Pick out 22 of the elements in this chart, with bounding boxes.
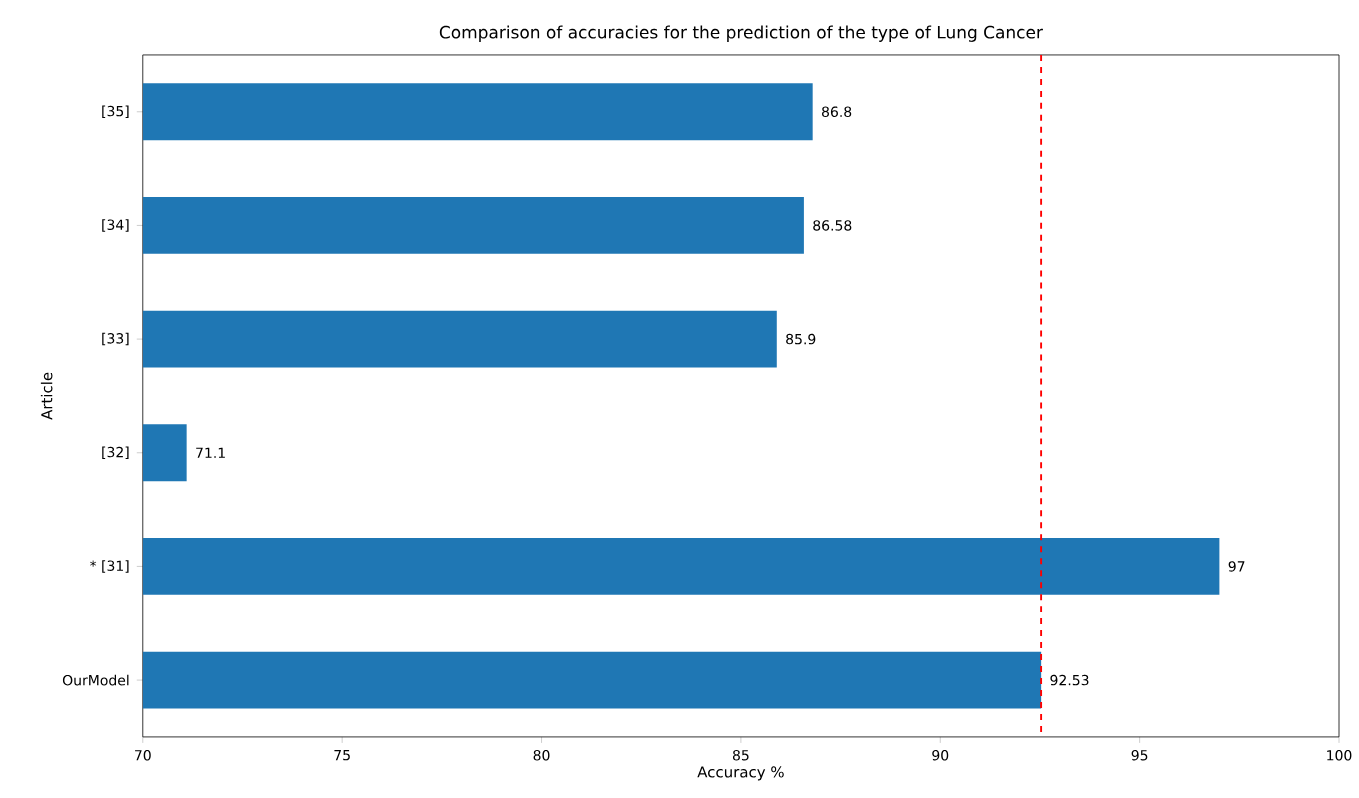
y-tick-label: [33] (102, 332, 129, 346)
data-label: 86.8 (822, 106, 852, 118)
x-axis-title: Accuracy % (697, 766, 784, 781)
y-tick-label: OurModel (62, 674, 129, 686)
y-tick-label: [32] (102, 446, 129, 460)
x-tick-label: 90 (932, 750, 949, 761)
y-axis-title: Article (40, 372, 53, 420)
x-tick-label: 100 (1327, 750, 1352, 761)
x-tick-label: 75 (334, 750, 350, 761)
x-tick-label: 95 (1131, 750, 1148, 761)
y-tick-label: [35] (102, 105, 129, 119)
data-label: 85.9 (786, 333, 816, 345)
data-label: 86.58 (813, 220, 852, 231)
x-tick-label: 70 (135, 750, 151, 761)
y-tick-label: * [31] (90, 560, 129, 573)
y-tick-label: [34] (102, 219, 129, 232)
data-label: 92.53 (1050, 674, 1089, 686)
data-label: 97 (1228, 561, 1245, 572)
chart-title: Comparison of accuracies for the prediction of the type of Lung Cancer (439, 25, 1043, 42)
x-tick-label: 85 (732, 750, 749, 761)
x-tick-label: 80 (533, 750, 550, 761)
data-label: 71.1 (196, 447, 225, 458)
